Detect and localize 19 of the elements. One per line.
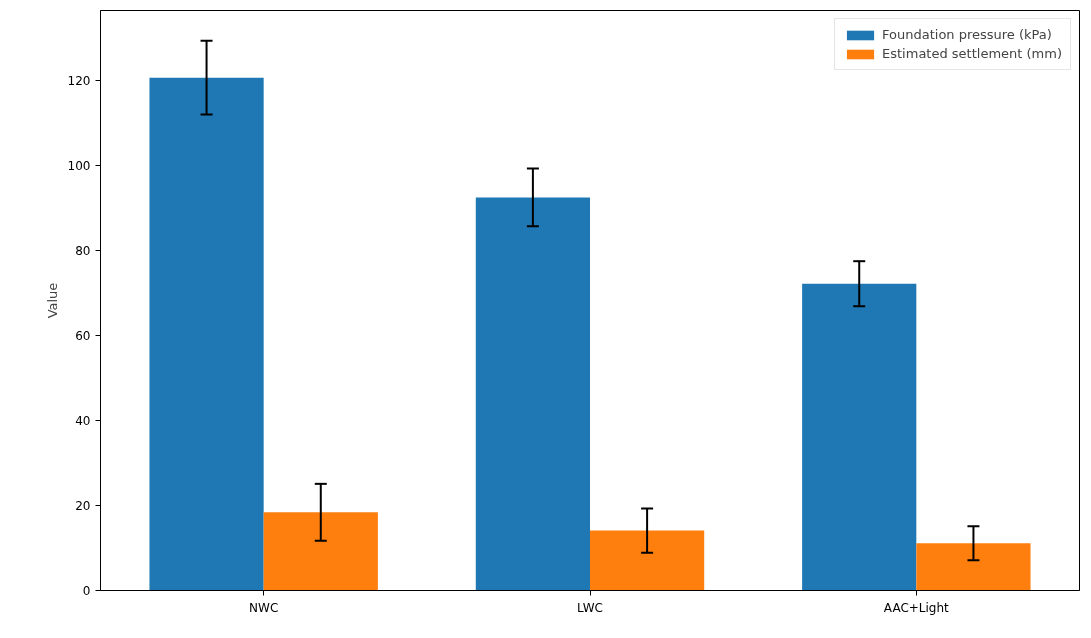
legend-label: Foundation pressure (kPa) [882,27,1052,42]
x-tick-label: AAC+Light [883,600,950,615]
bar [475,197,590,591]
y-tick-label: 100 [67,159,91,174]
x-tick-label: LWC [577,600,603,615]
y-tick-label: 0 [82,584,91,598]
y-tick-label: 60 [75,329,91,344]
bar [802,283,917,591]
bar [149,77,264,591]
bar [263,512,378,591]
y-axis-title: Value [44,282,60,319]
y-tick-label: 80 [75,244,91,259]
bar [916,543,1031,591]
y-tick-label: 40 [75,414,91,429]
legend-label: Estimated settlement (mm) [882,46,1062,61]
y-tick-label: 20 [75,499,91,514]
bar [590,530,705,591]
x-tick-label: NWC [249,600,279,615]
y-tick-label: 120 [67,74,91,89]
